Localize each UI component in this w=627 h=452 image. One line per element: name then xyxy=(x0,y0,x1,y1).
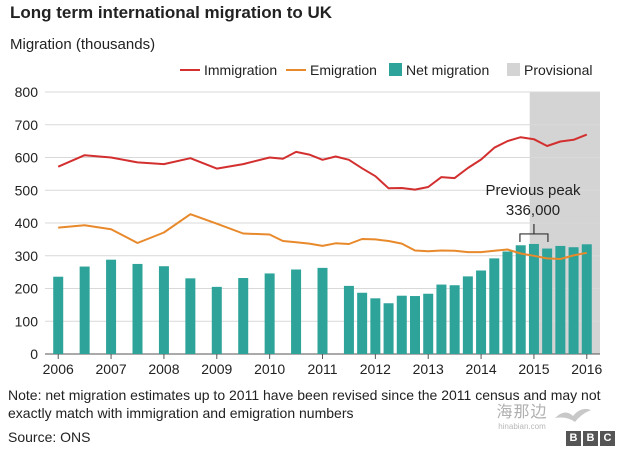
x-tick-label: 2008 xyxy=(148,361,179,377)
x-tick-label: 2010 xyxy=(254,361,285,377)
net-migration-bar xyxy=(211,286,222,354)
net-migration-bar xyxy=(581,244,592,354)
net-migration-bar xyxy=(158,266,169,354)
net-migration-bar xyxy=(343,285,354,354)
net-migration-bar xyxy=(502,251,513,354)
migration-chart: Immigration Emigration Net migration Pro… xyxy=(15,62,603,377)
net-migration-bar xyxy=(106,259,117,354)
x-tick-label: 2012 xyxy=(360,361,391,377)
x-tick-label: 2009 xyxy=(201,361,232,377)
net-migration-bar xyxy=(410,296,420,354)
net-migration-bar xyxy=(370,298,381,354)
watermark: 海那边 hinabian.com xyxy=(482,404,562,432)
legend-net-label: Net migration xyxy=(406,62,489,78)
x-tick-label: 2015 xyxy=(518,361,549,377)
y-tick-label: 300 xyxy=(15,248,39,264)
legend-immigration-label: Immigration xyxy=(204,62,277,78)
bbc-logo-letter: B xyxy=(566,431,581,446)
watermark-text: 海那边 xyxy=(496,404,548,421)
immigration-line xyxy=(57,133,588,191)
x-tick-label: 2013 xyxy=(413,361,444,377)
bbc-logo-letter: C xyxy=(600,431,615,446)
net-migration-bar xyxy=(238,278,249,354)
peak-annotation-line1: Previous peak xyxy=(485,182,581,199)
chart-title: Long term international migration to UK xyxy=(10,3,333,22)
x-tick-label: 2014 xyxy=(465,361,496,377)
watermark-url: hinabian.com xyxy=(498,422,546,431)
net-migration-bar xyxy=(317,267,328,354)
net-migration-bar xyxy=(436,284,447,354)
bbc-logo-letter: B xyxy=(583,431,598,446)
net-migration-bar xyxy=(396,295,407,354)
emigration-line xyxy=(58,213,587,260)
y-tick-label: 600 xyxy=(15,150,39,166)
y-axis-title: Migration (thousands) xyxy=(10,36,156,53)
net-migration-bar xyxy=(132,263,143,354)
net-migration-bar xyxy=(264,273,275,354)
footnote: Note: net migration estimates up to 2011… xyxy=(8,387,601,421)
x-tick-label: 2007 xyxy=(95,361,126,377)
y-tick-label: 800 xyxy=(15,84,39,100)
legend-provisional-swatch xyxy=(507,63,520,76)
net-migration-bar xyxy=(423,293,434,354)
x-tick-label: 2006 xyxy=(43,361,74,377)
bbc-logo: B B C xyxy=(566,431,615,446)
net-migration-bar xyxy=(528,243,539,354)
net-migration-bar xyxy=(185,278,196,354)
net-migration-bar xyxy=(291,269,302,354)
y-tick-label: 500 xyxy=(15,182,39,198)
legend: Immigration Emigration Net migration Pro… xyxy=(180,62,592,78)
legend-provisional-label: Provisional xyxy=(524,62,592,78)
y-tick-label: 200 xyxy=(15,281,39,297)
net-migration-bar xyxy=(449,285,460,354)
y-tick-label: 700 xyxy=(15,117,39,133)
net-migration-bar xyxy=(383,303,394,354)
net-migration-bar xyxy=(542,248,553,354)
net-migration-bar xyxy=(555,245,566,354)
y-tick-label: 400 xyxy=(15,215,39,231)
y-tick-label: 0 xyxy=(30,346,38,362)
net-migration-bar xyxy=(79,266,90,354)
peak-annotation-line2: 336,000 xyxy=(506,202,560,219)
y-tick-label: 100 xyxy=(15,313,39,329)
net-migration-bar xyxy=(357,292,368,354)
legend-net-swatch xyxy=(389,63,402,76)
net-migration-bar xyxy=(515,245,526,354)
legend-emigration-label: Emigration xyxy=(310,62,377,78)
x-tick-label: 2011 xyxy=(307,361,337,377)
source-label: Source: ONS xyxy=(8,429,91,445)
net-migration-bar xyxy=(568,247,579,354)
net-migration-bar xyxy=(53,276,64,354)
bird-icon xyxy=(555,408,591,422)
net-migration-bar xyxy=(462,276,473,354)
peak-bracket xyxy=(519,223,549,242)
x-tick-label: 2016 xyxy=(571,361,602,377)
net-migration-bar xyxy=(476,270,487,354)
net-migration-bar xyxy=(489,258,500,354)
